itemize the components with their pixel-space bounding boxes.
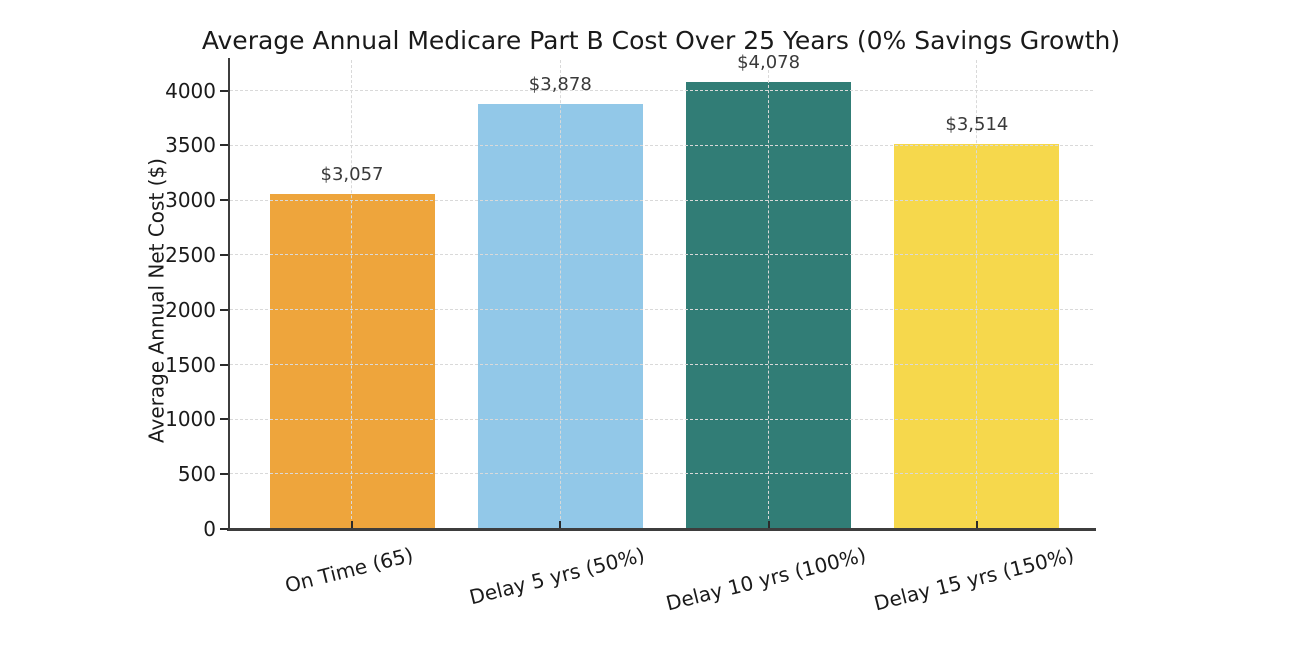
bar-value-label: $3,514 xyxy=(945,113,1009,135)
h-gridline xyxy=(230,89,1093,91)
x-tick-mark xyxy=(975,521,978,529)
plot-area xyxy=(230,60,1093,529)
chart-title: Average Annual Medicare Part B Cost Over… xyxy=(201,26,1121,55)
x-tick-label: Delay 10 yrs (100%) xyxy=(569,519,963,639)
y-tick-label: 1000 xyxy=(165,407,216,432)
y-tick-label: 4000 xyxy=(165,78,216,103)
h-gridline xyxy=(230,363,1093,365)
y-tick-mark xyxy=(220,199,228,202)
h-gridline xyxy=(230,473,1093,475)
y-tick-label: 3500 xyxy=(165,133,216,158)
h-gridline xyxy=(230,254,1093,256)
v-gridline xyxy=(559,60,561,529)
y-tick-mark xyxy=(220,363,228,366)
y-tick-mark xyxy=(220,89,228,92)
y-axis-spine xyxy=(228,58,230,531)
y-tick-label: 2500 xyxy=(165,243,216,268)
x-tick-label-text: On Time (65) xyxy=(282,542,416,598)
y-tick-label: 2000 xyxy=(165,297,216,322)
x-tick-label: Delay 5 yrs (50%) xyxy=(360,516,754,636)
x-tick-label: Delay 15 yrs (150%) xyxy=(777,519,1171,639)
bar-value-label: $4,078 xyxy=(737,52,801,74)
v-gridline xyxy=(976,60,978,529)
v-gridline xyxy=(767,60,769,529)
y-tick-mark xyxy=(220,144,228,147)
x-tick-label-text: Delay 5 yrs (50%) xyxy=(467,543,648,610)
y-tick-mark xyxy=(220,473,228,476)
y-tick-label: 3000 xyxy=(165,188,216,213)
x-tick-mark xyxy=(351,521,353,529)
h-gridline xyxy=(230,418,1093,420)
x-tick-mark xyxy=(767,521,770,529)
v-gridline xyxy=(351,60,353,529)
h-gridline xyxy=(230,199,1093,201)
x-tick-mark xyxy=(559,521,562,529)
bar-value-label: $3,057 xyxy=(320,164,384,186)
y-tick-mark xyxy=(220,418,228,421)
y-tick-mark xyxy=(220,254,228,257)
h-gridline xyxy=(230,309,1093,311)
y-tick-label: 500 xyxy=(177,462,216,487)
y-tick-label: 0 xyxy=(203,517,216,541)
y-tick-mark xyxy=(220,308,228,311)
y-tick-label: 1500 xyxy=(165,352,216,377)
x-axis-spine xyxy=(227,528,1096,531)
bar-value-label: $3,878 xyxy=(528,74,592,96)
y-tick-mark xyxy=(220,528,228,530)
h-gridline xyxy=(230,144,1093,146)
